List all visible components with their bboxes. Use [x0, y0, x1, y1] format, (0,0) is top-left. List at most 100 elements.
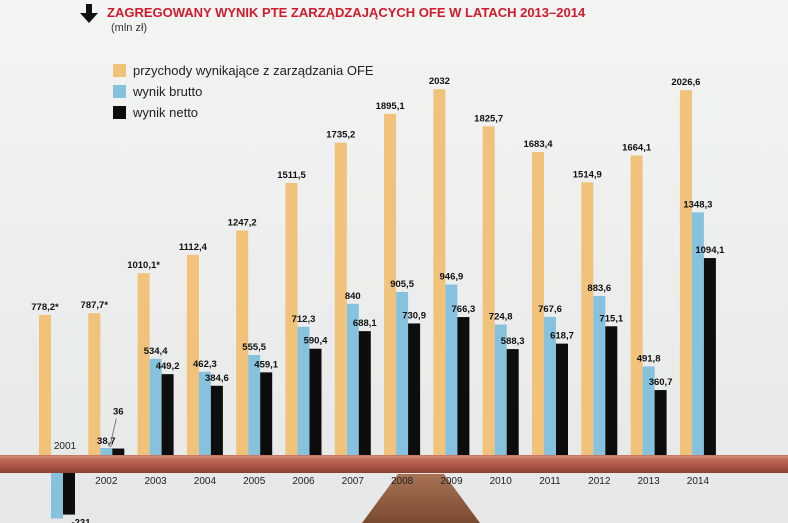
x-axis-ticks: 2001 2002 2003 2004 2005 2006 2007 2008 2009 2010…: [54, 441, 710, 487]
value-label-2006-s0: 1511,5: [277, 170, 306, 181]
seesaw-beam: [0, 455, 788, 473]
x-tick-2008: 2008: [391, 476, 414, 487]
bar-2005-s1: [248, 355, 261, 455]
value-label-2003-s1: 534,4: [144, 346, 168, 357]
value-label-2004-s0: 1112,4: [179, 242, 208, 253]
value-label-2004-s2: 384,6: [205, 373, 229, 384]
x-tick-2001: 2001: [54, 441, 77, 452]
legend-swatch-0: [113, 64, 126, 77]
bar-2004-s0: [186, 254, 199, 455]
bar-2002-s2: [112, 448, 125, 455]
bar-2012-s2: [605, 326, 618, 455]
value-label-2002-s0: 787,7*: [81, 300, 109, 311]
bar-2007-s1: [346, 303, 359, 455]
legend-swatch-1: [113, 85, 126, 98]
chart-subtitle: (mln zł): [111, 22, 147, 34]
value-label-2005-s1: 555,5: [242, 342, 266, 353]
x-tick-2005: 2005: [243, 476, 266, 487]
bar-2007-s2: [358, 331, 371, 455]
value-label-2002-s2: 36: [113, 407, 124, 418]
bar-2008-s2: [408, 323, 421, 455]
x-tick-2014: 2014: [687, 476, 710, 487]
value-label-2003-s2: 449,2: [156, 361, 180, 372]
value-label-2001-s0: 778,2*: [31, 302, 59, 313]
value-label-2013-s0: 1664,1: [622, 142, 652, 153]
bar-2008-s0: [384, 113, 397, 455]
bar-2004-s2: [210, 385, 223, 455]
bar-2003-s2: [161, 374, 174, 455]
x-tick-2012: 2012: [588, 476, 611, 487]
bar-2013-s1: [642, 366, 655, 455]
value-label-2011-s1: 767,6: [538, 304, 562, 315]
x-tick-2007: 2007: [342, 476, 365, 487]
value-label-2014-s1: 1348,3: [683, 199, 712, 210]
value-label-2012-s2: 715,1: [599, 313, 623, 324]
x-tick-2002: 2002: [95, 476, 118, 487]
value-label-2009-s2: 766,3: [452, 304, 476, 315]
value-label-2006-s2: 590,4: [304, 336, 328, 347]
legend-swatch-2: [113, 106, 126, 119]
value-label-2011-s0: 1683,4: [523, 139, 553, 150]
legend: przychody wynikające z zarządzania OFE wy…: [113, 63, 374, 120]
value-label-2006-s1: 712,3: [292, 314, 316, 325]
bar-2012-s1: [593, 295, 606, 455]
value-label-2008-s0: 1895,1: [376, 101, 406, 112]
bar-2013-s0: [630, 155, 643, 455]
value-label-2005-s2: 459,1: [254, 359, 278, 370]
bar-2008-s1: [396, 292, 409, 455]
value-label-2002-s1: 38,7: [97, 436, 116, 447]
value-label-2012-s0: 1514,9: [573, 169, 602, 180]
bar-2002-s1: [100, 448, 113, 455]
legend-label-0: przychody wynikające z zarządzania OFE: [133, 63, 374, 78]
value-label-2001-s2: -231: [71, 518, 91, 523]
value-label-2007-s2: 688,1: [353, 318, 377, 329]
value-label-2004-s1: 462,3: [193, 359, 217, 370]
x-tick-2003: 2003: [144, 476, 167, 487]
bar-2014-s2: [703, 258, 716, 455]
bar-2006-s0: [285, 182, 298, 455]
bar-2004-s1: [198, 371, 211, 455]
value-label-2009-s1: 946,9: [440, 272, 464, 283]
bar-2001-s1: [51, 473, 63, 519]
bar-2010-s2: [506, 349, 519, 455]
bar-2002-s0: [88, 313, 101, 455]
bar-2005-s0: [236, 230, 249, 455]
label-connector-dot-2002: [108, 442, 113, 447]
x-tick-2004: 2004: [194, 476, 217, 487]
bar-2012-s0: [581, 182, 594, 455]
bar-2011-s1: [544, 316, 556, 455]
value-label-2010-s2: 588,3: [501, 336, 525, 347]
value-label-2005-s0: 1247,2: [228, 218, 257, 229]
bar-2006-s2: [309, 348, 322, 455]
value-label-2008-s2: 730,9: [402, 310, 426, 321]
value-label-2009-s0: 2032: [429, 76, 450, 87]
fulcrum: [362, 474, 480, 523]
value-label-2007-s0: 1735,2: [326, 130, 355, 141]
bars-layer: [39, 89, 716, 519]
value-label-2014-s0: 2026,6: [671, 77, 700, 88]
value-label-2010-s1: 724,8: [489, 312, 513, 323]
bar-2006-s1: [297, 326, 310, 455]
bar-2010-s0: [482, 126, 495, 456]
bar-2003-s1: [149, 358, 162, 455]
bar-2009-s0: [433, 89, 446, 456]
bar-2001-s0: [39, 314, 51, 455]
bar-2005-s2: [260, 372, 273, 455]
value-label-2003-s0: 1010,1*: [127, 260, 160, 271]
value-label-2011-s2: 618,7: [550, 331, 574, 342]
value-label-2010-s0: 1825,7: [474, 113, 503, 124]
value-label-2008-s1: 905,5: [390, 279, 414, 290]
legend-label-2: wynik netto: [132, 105, 198, 120]
bar-2007-s0: [334, 142, 347, 455]
chart-title: ZAGREGOWANY WYNIK PTE ZARZĄDZAJĄCYCH OFE…: [107, 5, 586, 20]
bar-2011-s2: [556, 343, 568, 455]
bar-2011-s0: [532, 151, 544, 455]
label-connector-2002: [109, 418, 117, 445]
legend-label-1: wynik brutto: [132, 84, 202, 99]
x-tick-2013: 2013: [637, 476, 660, 487]
bar-2001-s2: [63, 473, 75, 515]
value-label-2007-s1: 840: [345, 291, 361, 302]
bar-2009-s2: [457, 317, 470, 455]
